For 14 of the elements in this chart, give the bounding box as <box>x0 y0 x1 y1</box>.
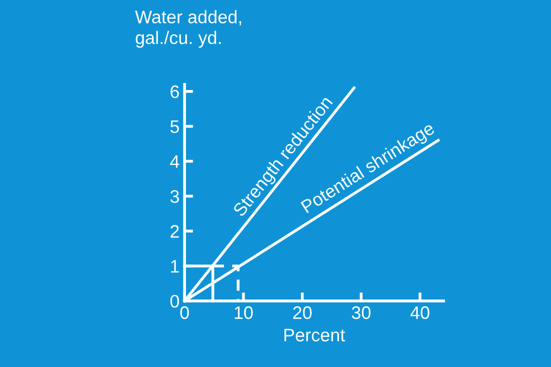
y-tick-label: 0 <box>170 294 180 308</box>
x-tick-label: 30 <box>352 306 370 320</box>
x-tick-label: 0 <box>180 306 189 320</box>
y-tick-label: 1 <box>171 260 179 273</box>
y-axis-title: Water added, gal./cu. yd. <box>135 10 242 48</box>
x-tick-label: 10 <box>234 306 253 320</box>
y-tick-label: 4 <box>170 155 180 168</box>
x-tick-label: 20 <box>293 306 312 320</box>
x-tick-label: 40 <box>410 306 430 320</box>
y-tick-label: 5 <box>170 120 179 134</box>
x-axis-title: Percent <box>284 328 346 342</box>
y-tick-label: 6 <box>170 85 179 98</box>
y-tick-label: 2 <box>170 225 179 238</box>
y-tick-label: 3 <box>170 190 179 203</box>
